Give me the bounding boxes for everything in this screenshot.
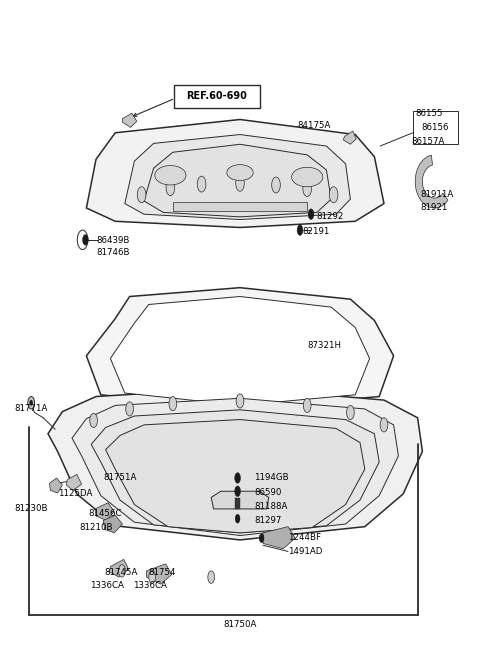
Text: 86157A: 86157A bbox=[412, 137, 445, 146]
Circle shape bbox=[169, 396, 177, 411]
Text: 86156: 86156 bbox=[421, 123, 449, 132]
Polygon shape bbox=[125, 134, 350, 219]
Circle shape bbox=[259, 534, 264, 542]
Circle shape bbox=[329, 187, 338, 202]
Text: 84175A: 84175A bbox=[298, 121, 331, 130]
Polygon shape bbox=[413, 111, 458, 144]
Polygon shape bbox=[49, 478, 62, 493]
Polygon shape bbox=[109, 559, 129, 577]
Circle shape bbox=[347, 405, 354, 420]
Circle shape bbox=[235, 486, 240, 496]
Text: 81911A: 81911A bbox=[420, 190, 453, 199]
Polygon shape bbox=[415, 155, 448, 208]
Text: 81297: 81297 bbox=[254, 516, 282, 525]
Text: 1125DA: 1125DA bbox=[58, 489, 92, 498]
Circle shape bbox=[380, 418, 388, 432]
Circle shape bbox=[28, 396, 35, 409]
FancyBboxPatch shape bbox=[174, 85, 260, 108]
Text: 81292: 81292 bbox=[317, 212, 344, 221]
Polygon shape bbox=[103, 515, 122, 533]
Circle shape bbox=[30, 400, 33, 405]
Ellipse shape bbox=[227, 164, 253, 181]
Text: 86439B: 86439B bbox=[96, 236, 130, 245]
Polygon shape bbox=[91, 410, 379, 533]
Circle shape bbox=[303, 181, 312, 196]
Circle shape bbox=[235, 473, 240, 483]
Circle shape bbox=[90, 413, 97, 428]
Text: 81750A: 81750A bbox=[223, 620, 257, 629]
Bar bbox=[235, 498, 240, 509]
Text: 81230B: 81230B bbox=[14, 504, 48, 514]
Circle shape bbox=[236, 176, 244, 191]
Polygon shape bbox=[173, 202, 307, 211]
Circle shape bbox=[126, 402, 133, 416]
Text: 81771A: 81771A bbox=[14, 404, 48, 413]
Polygon shape bbox=[211, 491, 269, 509]
Polygon shape bbox=[86, 119, 384, 227]
Circle shape bbox=[83, 234, 88, 245]
Text: 82191: 82191 bbox=[302, 227, 330, 236]
Circle shape bbox=[119, 565, 125, 577]
Circle shape bbox=[208, 571, 215, 584]
Text: 87321H: 87321H bbox=[307, 341, 341, 350]
Circle shape bbox=[297, 225, 303, 235]
Text: 81456C: 81456C bbox=[89, 509, 122, 518]
Text: 81754: 81754 bbox=[149, 568, 176, 577]
Text: 1336CA: 1336CA bbox=[133, 582, 168, 590]
Text: 1244BF: 1244BF bbox=[288, 533, 321, 542]
Circle shape bbox=[272, 177, 280, 193]
Text: 1491AD: 1491AD bbox=[288, 547, 323, 556]
Polygon shape bbox=[106, 420, 365, 533]
Ellipse shape bbox=[155, 166, 186, 185]
Text: 81751A: 81751A bbox=[103, 474, 137, 483]
Circle shape bbox=[236, 394, 244, 408]
Polygon shape bbox=[86, 288, 394, 409]
Circle shape bbox=[137, 187, 146, 202]
Text: 81188A: 81188A bbox=[254, 502, 288, 511]
Text: 81921: 81921 bbox=[420, 202, 447, 212]
Circle shape bbox=[308, 209, 314, 219]
Circle shape bbox=[235, 514, 240, 523]
Circle shape bbox=[166, 179, 175, 196]
Polygon shape bbox=[343, 131, 356, 144]
Text: 86590: 86590 bbox=[254, 487, 282, 496]
Text: 81745A: 81745A bbox=[105, 568, 138, 577]
Polygon shape bbox=[95, 503, 114, 521]
Ellipse shape bbox=[291, 167, 323, 187]
Circle shape bbox=[197, 176, 206, 192]
Polygon shape bbox=[66, 474, 82, 491]
Polygon shape bbox=[144, 144, 331, 217]
Text: 1336CA: 1336CA bbox=[90, 582, 124, 590]
Text: REF.60-690: REF.60-690 bbox=[187, 92, 247, 102]
Polygon shape bbox=[72, 398, 398, 536]
Polygon shape bbox=[122, 113, 137, 128]
Polygon shape bbox=[263, 527, 295, 549]
Polygon shape bbox=[48, 388, 422, 540]
Text: 86155: 86155 bbox=[415, 109, 443, 118]
Circle shape bbox=[149, 571, 156, 584]
Text: 81746B: 81746B bbox=[96, 248, 130, 257]
Text: 81210B: 81210B bbox=[79, 523, 113, 532]
Polygon shape bbox=[110, 297, 370, 405]
Polygon shape bbox=[146, 564, 172, 584]
Circle shape bbox=[303, 398, 311, 413]
Text: 1194GB: 1194GB bbox=[254, 474, 289, 483]
